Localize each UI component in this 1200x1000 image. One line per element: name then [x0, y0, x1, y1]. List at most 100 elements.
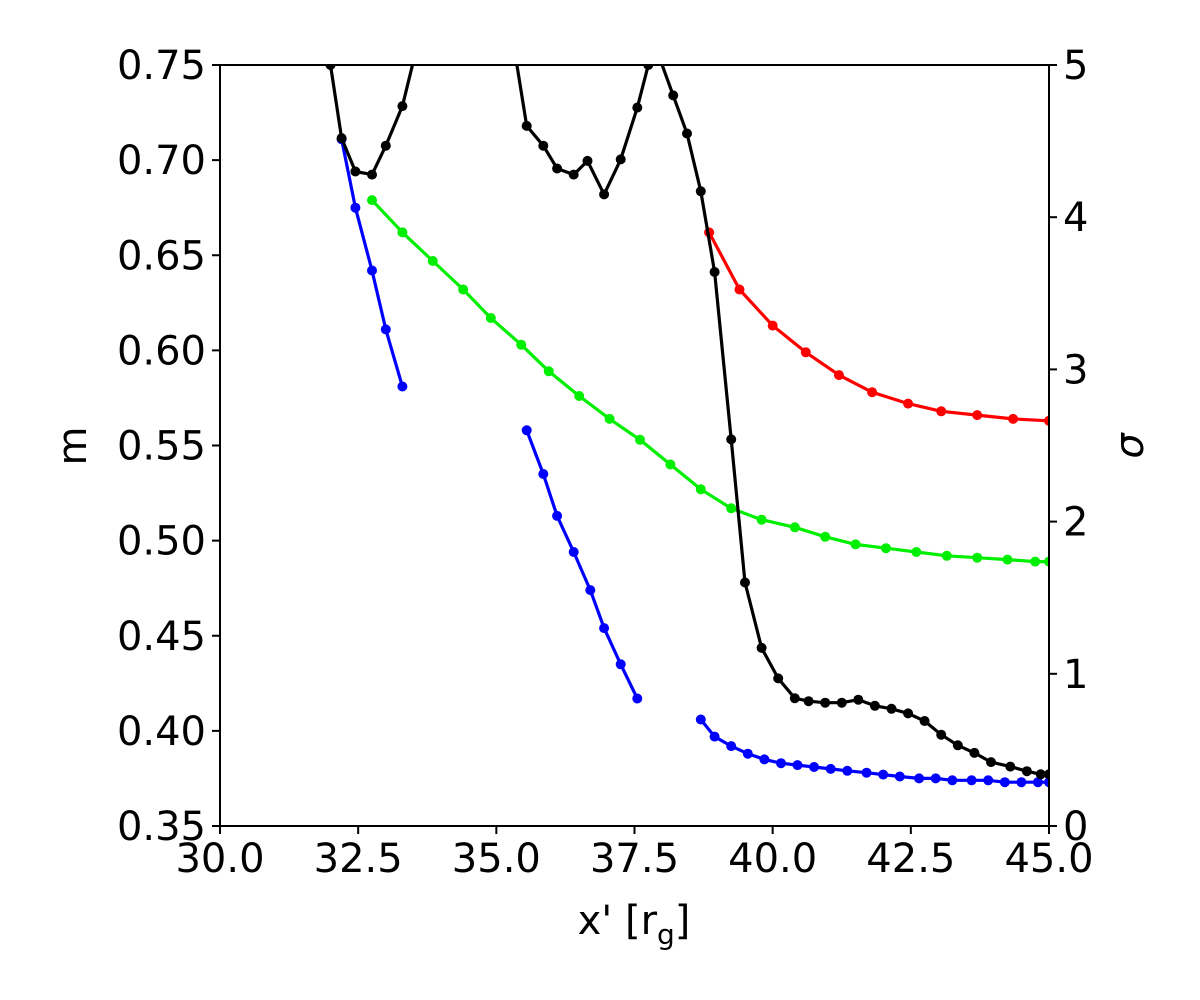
series-3: [315, 0, 1049, 780]
y-axis-title-right: σ: [1107, 432, 1153, 459]
data-point: [502, 0, 512, 9]
data-point: [380, 324, 391, 335]
data-point: [1008, 413, 1019, 424]
data-point: [427, 256, 438, 266]
data-point: [516, 339, 527, 350]
data-point: [695, 714, 706, 725]
data-point: [315, 14, 325, 24]
y-left-tick-label: 0.70: [117, 138, 206, 184]
data-point: [485, 313, 496, 323]
data-point: [367, 169, 377, 180]
x-tick-label: 40.0: [728, 836, 817, 882]
data-point: [867, 387, 878, 398]
data-point: [1044, 777, 1049, 788]
series-0: [336, 134, 1049, 788]
data-point: [397, 227, 408, 238]
series-layer: [315, 0, 1049, 788]
series-1: [367, 195, 1049, 567]
data-point: [668, 90, 679, 101]
data-point: [789, 522, 800, 533]
y-left-tick-label: 0.40: [117, 709, 206, 755]
data-point: [952, 740, 963, 751]
data-point: [397, 101, 408, 112]
data-point: [972, 552, 983, 563]
y-left-tick-label: 0.65: [117, 233, 206, 279]
data-point: [336, 133, 347, 144]
data-point: [458, 284, 469, 295]
data-point: [726, 434, 737, 445]
data-point: [792, 760, 803, 771]
data-point: [903, 398, 914, 409]
data-point: [886, 703, 897, 714]
y-left-tick-label: 0.60: [117, 328, 206, 374]
data-point: [776, 758, 786, 769]
data-point: [936, 406, 947, 417]
data-point: [941, 550, 952, 561]
data-point: [632, 102, 643, 113]
data-point: [511, 52, 521, 62]
data-point: [367, 265, 377, 276]
data-point: [709, 267, 720, 277]
data-point: [1032, 777, 1043, 788]
series-line: [525, 428, 639, 701]
data-point: [1016, 777, 1027, 788]
data-point: [969, 747, 980, 758]
data-point: [966, 775, 977, 786]
data-point: [665, 459, 676, 470]
series-line: [370, 198, 1049, 564]
data-point: [878, 769, 889, 780]
data-point: [820, 531, 831, 542]
data-point: [599, 189, 610, 200]
data-point: [726, 741, 737, 752]
data-point: [803, 696, 814, 707]
data-point: [568, 547, 579, 557]
data-point: [825, 763, 836, 774]
y-right-tick-label: 0: [1063, 804, 1088, 850]
data-point: [881, 543, 891, 554]
data-point: [643, 65, 654, 70]
data-point: [1044, 556, 1049, 567]
data-point: [861, 767, 872, 778]
data-point: [615, 154, 626, 165]
data-point: [604, 413, 615, 424]
data-point: [582, 155, 593, 166]
data-point: [947, 775, 958, 786]
data-point: [773, 673, 784, 684]
data-point: [411, 45, 421, 55]
data-point: [521, 425, 532, 436]
data-point: [756, 642, 767, 653]
data-point: [820, 697, 831, 708]
x-tick-label: 42.5: [866, 836, 955, 882]
y-axis-left: 0.35 0.40 0.45 0.50 0.55 0.60 0.65 0.70 0.75: [117, 43, 220, 850]
data-point: [800, 347, 811, 358]
x-axis-title: x' [rg]: [578, 898, 691, 951]
data-point: [809, 762, 820, 772]
data-point: [574, 391, 585, 401]
data-point: [759, 754, 770, 765]
y-right-tick-label: 3: [1063, 347, 1088, 393]
x-tick-label: 37.5: [590, 836, 679, 882]
data-point: [380, 140, 391, 151]
data-point: [325, 65, 336, 70]
data-point: [850, 539, 861, 550]
data-point: [919, 716, 930, 726]
data-point: [869, 700, 880, 711]
y-axis-right: 0 1 2 3 4 5: [1049, 43, 1088, 850]
plot-frame: [219, 64, 1050, 827]
data-point: [538, 469, 549, 479]
data-point: [1044, 769, 1049, 780]
data-point: [552, 163, 563, 174]
series-line: [707, 230, 1049, 423]
data-point: [834, 370, 844, 381]
y-left-tick-label: 0.35: [117, 804, 206, 850]
y-right-tick-label: 1: [1063, 652, 1088, 698]
data-point: [1002, 554, 1013, 565]
data-point: [767, 320, 778, 331]
data-point: [853, 694, 864, 705]
x-axis: 30.0 32.5 35.0 37.5 40.0 42.5 45.0: [175, 826, 1094, 882]
data-point: [742, 748, 753, 759]
data-point: [1030, 556, 1041, 567]
y-left-tick-label: 0.55: [117, 424, 206, 470]
y-left-tick-label: 0.45: [117, 614, 206, 660]
